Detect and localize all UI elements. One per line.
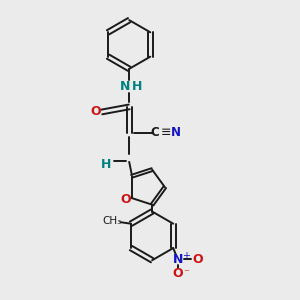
Text: N: N [173,253,183,266]
Text: ⁻: ⁻ [183,268,189,279]
Text: C: C [150,126,159,139]
Text: O: O [173,267,183,280]
Text: +: + [182,251,190,261]
Text: O: O [91,106,101,118]
Text: O: O [192,253,202,266]
Text: N: N [119,80,130,93]
Text: CH₃: CH₃ [103,216,122,226]
Text: H: H [101,158,112,171]
Text: O: O [120,193,131,206]
Text: ≡: ≡ [160,126,171,139]
Text: N: N [171,126,181,139]
Text: H: H [132,80,143,93]
